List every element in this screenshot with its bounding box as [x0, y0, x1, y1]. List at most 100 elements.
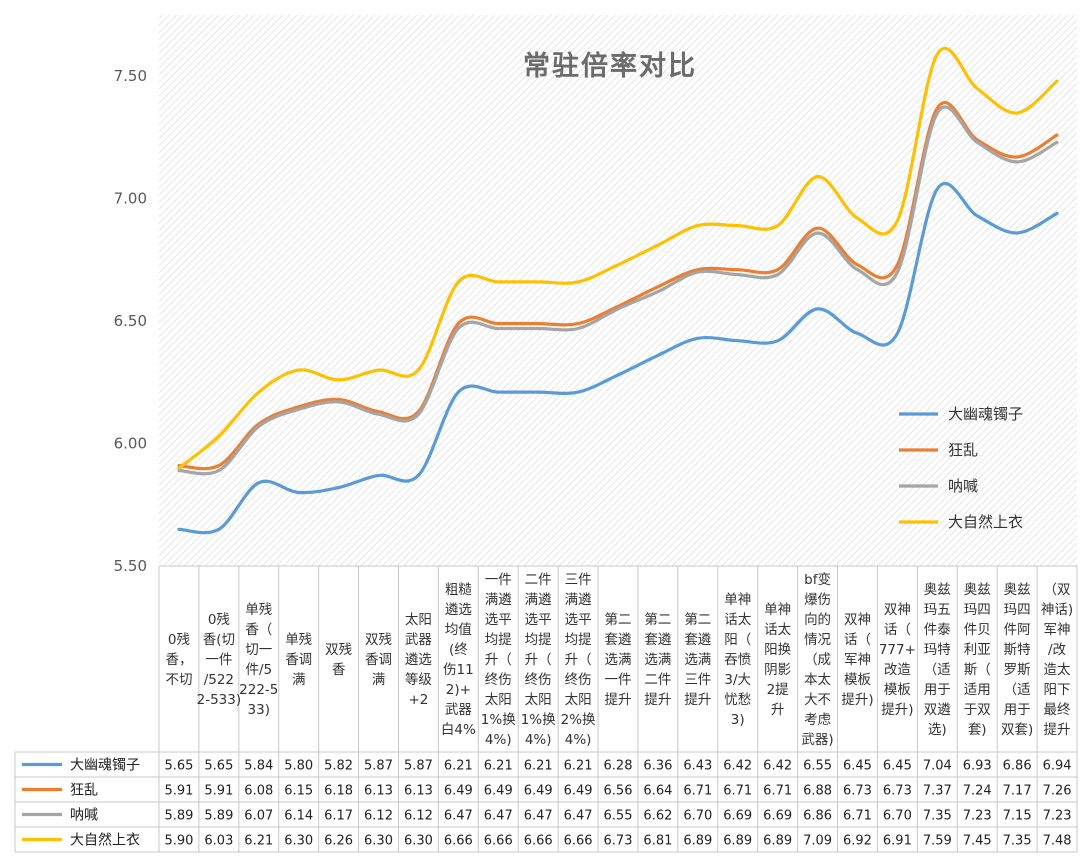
- category-label: 第二套遴选满一件提升: [605, 611, 633, 708]
- category-label: 三件满遴选平均提升（终伤太阳 2%换 4%): [561, 572, 596, 748]
- category-label: 双残香: [325, 642, 352, 678]
- data-value-label: 7.35: [1003, 834, 1032, 849]
- category-label: 单残香（切一件/5 222-5 33): [239, 602, 278, 718]
- data-value-label: 6.47: [484, 809, 513, 824]
- data-value-label: 5.65: [164, 759, 193, 774]
- data-value-label: 6.14: [284, 809, 313, 824]
- category-label: 奥兹玛五件泰玛特（适用于双遴选): [924, 581, 952, 738]
- row-series-name: 狂乱: [70, 783, 98, 799]
- category-label: 双残香调满: [365, 632, 392, 688]
- data-value-label: 6.21: [444, 759, 473, 774]
- data-value-label: 6.69: [723, 809, 752, 824]
- series-line-1: [177, 181, 1059, 535]
- data-value-label: 6.03: [204, 834, 233, 849]
- data-value-label: 6.21: [484, 759, 513, 774]
- data-value-label: 6.73: [883, 784, 912, 799]
- data-value-label: 5.80: [284, 759, 313, 774]
- data-value-label: 6.66: [564, 834, 593, 849]
- data-value-label: 6.66: [524, 834, 553, 849]
- data-value-label: 6.08: [244, 784, 273, 799]
- data-value-label: 6.21: [524, 759, 553, 774]
- data-value-label: 6.71: [843, 809, 872, 824]
- category-label: 太阳武器遴选等级+2: [405, 612, 432, 708]
- data-value-label: 6.55: [604, 809, 633, 824]
- data-value-label: 6.92: [843, 834, 872, 849]
- category-label: bf变爆伤向的情况（成本太大不考虑武器): [801, 572, 833, 748]
- data-value-label: 7.23: [1043, 809, 1072, 824]
- y-axis: 5.50 6.00 6.50 7.00 7.50: [114, 67, 147, 575]
- data-value-label: 6.69: [763, 809, 792, 824]
- row-series-name: 大幽魂镯子: [70, 758, 140, 774]
- data-value-label: 6.21: [244, 834, 273, 849]
- series-line-4: [177, 46, 1059, 470]
- data-value-label: 7.48: [1043, 834, 1072, 849]
- y-tick-label: 7.50: [114, 67, 147, 85]
- data-value-label: 6.42: [763, 759, 792, 774]
- data-value-label: 6.94: [1043, 759, 1072, 774]
- category-label: 0残香(切一件/522 2-533): [197, 612, 242, 708]
- data-value-label: 6.12: [364, 809, 393, 824]
- data-value-label: 6.66: [444, 834, 473, 849]
- data-value-label: 6.66: [484, 834, 513, 849]
- data-value-label: 6.30: [364, 834, 393, 849]
- data-value-label: 7.37: [923, 784, 952, 799]
- legend-label: 呐喊: [948, 477, 978, 495]
- data-value-label: 6.91: [883, 834, 912, 849]
- data-value-label: 6.47: [564, 809, 593, 824]
- legend-label: 大幽魂镯子: [948, 405, 1023, 423]
- data-value-label: 5.65: [204, 759, 233, 774]
- chart-title: 常驻倍率对比: [523, 50, 697, 82]
- data-value-label: 6.64: [643, 784, 672, 799]
- data-value-label: 6.71: [683, 784, 712, 799]
- data-value-label: 6.26: [324, 834, 353, 849]
- data-value-label: 7.15: [1003, 809, 1032, 824]
- category-label: 双神话（ 777+改造模板提升): [879, 602, 916, 718]
- data-value-label: 6.70: [683, 809, 712, 824]
- legend-label: 大自然上衣: [948, 513, 1023, 531]
- data-value-label: 6.89: [723, 834, 752, 849]
- data-value-label: 6.17: [324, 809, 353, 824]
- data-value-label: 6.49: [484, 784, 513, 799]
- data-value-label: 6.12: [404, 809, 433, 824]
- row-series-name: 大自然上衣: [70, 832, 140, 849]
- data-value-label: 5.89: [164, 809, 193, 824]
- data-value-label: 6.49: [564, 784, 593, 799]
- data-value-label: 6.21: [564, 759, 593, 774]
- series-line-3: [177, 105, 1059, 476]
- category-label: 单神话太阳（吞愤 3/大忧愁 3): [724, 592, 752, 728]
- data-value-label: 6.88: [803, 784, 832, 799]
- data-value-label: 6.49: [524, 784, 553, 799]
- data-value-label: 7.04: [923, 759, 952, 774]
- category-label: （双神话)军神/改造太阳下最终提升: [1041, 582, 1073, 738]
- data-value-label: 6.15: [284, 784, 313, 799]
- data-value-label: 6.43: [683, 759, 712, 774]
- data-value-label: 7.45: [963, 834, 992, 849]
- data-value-label: 6.45: [883, 759, 912, 774]
- category-label: 第二套遴选满三件提升: [684, 611, 711, 708]
- data-value-label: 6.30: [404, 834, 433, 849]
- data-value-label: 6.56: [604, 784, 633, 799]
- data-value-label: 7.35: [923, 809, 952, 824]
- data-value-label: 6.42: [723, 759, 752, 774]
- data-value-label: 6.18: [324, 784, 353, 799]
- y-tick-label: 5.50: [114, 557, 147, 575]
- data-value-label: 6.93: [963, 759, 992, 774]
- category-label: 奥兹玛四件阿斯特罗斯（适用于双套): [1001, 581, 1033, 738]
- data-value-label: 6.71: [763, 784, 792, 799]
- data-value-label: 6.07: [244, 809, 273, 824]
- data-value-label: 5.87: [404, 759, 433, 774]
- category-label: 双神话（军神模板提升): [841, 612, 873, 708]
- data-value-label: 6.28: [604, 759, 633, 774]
- data-value-label: 6.81: [643, 834, 672, 849]
- data-value-label: 5.89: [204, 809, 233, 824]
- data-value-label: 7.59: [923, 834, 952, 849]
- category-label: 二件满遴选平均提升（终伤太阳 1%换 4%): [521, 572, 556, 748]
- data-value-label: 6.86: [1003, 759, 1032, 774]
- data-value-label: 6.71: [723, 784, 752, 799]
- data-value-label: 7.09: [803, 834, 832, 849]
- y-tick-label: 6.50: [114, 312, 147, 330]
- data-value-label: 6.73: [604, 834, 633, 849]
- series-lines: [177, 46, 1059, 535]
